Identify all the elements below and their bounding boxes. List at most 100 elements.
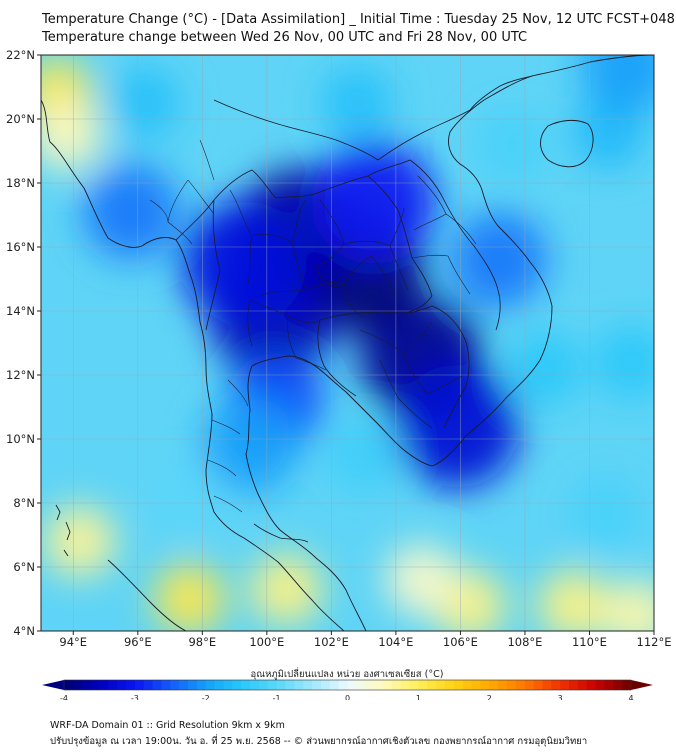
colorbar-segment xyxy=(294,680,304,690)
colorbar-segment xyxy=(196,680,207,690)
colorbar-segment xyxy=(506,680,517,690)
lat-tick-label: 6°N xyxy=(13,560,35,574)
lat-tick-label: 14°N xyxy=(6,304,35,318)
map-subtitle: Temperature change between Wed 26 Nov, 0… xyxy=(42,30,528,45)
colorbar-tick-label: 3 xyxy=(558,694,563,700)
colorbar-segment xyxy=(409,680,419,690)
footer-credit: ปรับปรุงข้อมูล ณ เวลา 19:00น. วัน อ. ที่… xyxy=(50,736,588,747)
lon-tick-label: 98°E xyxy=(188,635,216,649)
colorbar-tick-label: 4 xyxy=(628,694,633,700)
field-region-13 xyxy=(580,55,654,113)
colorbar-segment xyxy=(214,680,224,690)
colorbar-segment xyxy=(143,680,153,690)
colorbar-segment xyxy=(258,680,269,690)
colorbar-segment xyxy=(604,680,614,690)
field-region-11 xyxy=(451,211,548,308)
colorbar-segment xyxy=(382,680,393,690)
lon-tick-label: 106°E xyxy=(443,635,478,649)
colorbar-segment xyxy=(418,680,428,690)
colorbar-segment xyxy=(64,680,74,690)
field-region-23 xyxy=(41,99,103,171)
colorbar-tick-label: -2 xyxy=(202,694,210,700)
colorbar: -4 -3 -2 -1 0 1 2 3 4 xyxy=(42,679,653,700)
plot-frame xyxy=(40,54,655,632)
colorbar-segment xyxy=(81,680,91,690)
lat-tick-label: 16°N xyxy=(6,240,35,254)
colorbar-segment xyxy=(551,680,561,690)
colorbar-segment xyxy=(462,680,472,690)
colorbar-frame xyxy=(63,679,632,691)
map-title: Temperature Change (°C) - [Data Assimila… xyxy=(42,12,675,27)
colorbar-segment xyxy=(480,680,490,690)
field-region-10 xyxy=(83,163,180,260)
sumatra-coastline xyxy=(107,559,187,631)
field-region-16 xyxy=(595,326,654,399)
colorbar-segment xyxy=(427,680,437,690)
field-region-26 xyxy=(250,553,323,626)
field-region-4 xyxy=(395,364,520,489)
colorbar-tick-label: -3 xyxy=(131,694,139,700)
lon-tick-label: 108°E xyxy=(507,635,542,649)
border-cambodia xyxy=(317,305,470,429)
country-borders xyxy=(175,99,501,543)
field-region-17 xyxy=(327,419,400,491)
colorbar-segment xyxy=(338,680,348,690)
field-region-18 xyxy=(321,67,394,139)
colorbar-segment xyxy=(108,680,118,690)
field-region-21 xyxy=(569,476,642,549)
colorbar-segment xyxy=(560,680,570,690)
coastlines-and-borders xyxy=(41,55,654,631)
colorbar-segment xyxy=(391,680,402,690)
lon-tick-label: 104°E xyxy=(378,635,413,649)
province-lines-laos xyxy=(411,175,477,295)
colorbar-segment xyxy=(223,680,233,690)
colorbar-segment xyxy=(533,680,543,690)
mainland-coastline xyxy=(41,55,654,631)
province-boundaries xyxy=(149,139,477,513)
colorbar-segment xyxy=(436,680,446,690)
colorbar-segment xyxy=(188,680,198,690)
colorbar-segment xyxy=(524,680,534,690)
colorbar-segment xyxy=(179,680,189,690)
colorbar-segment xyxy=(329,680,340,690)
colorbar-tick-label: 1 xyxy=(416,694,421,700)
lat-tick-label: 10°N xyxy=(6,432,35,446)
field-region-24 xyxy=(43,505,116,578)
field-region-25 xyxy=(153,563,226,631)
colorbar-segment xyxy=(444,680,455,690)
colorbar-segment xyxy=(276,680,286,690)
field-region-14 xyxy=(108,67,181,139)
colorbar-segment xyxy=(613,680,623,690)
field-region-30 xyxy=(601,579,654,631)
colorbar-segment xyxy=(90,680,100,690)
colorbar-segment xyxy=(471,680,481,690)
colorbar-segment xyxy=(577,680,588,690)
colorbar-segment xyxy=(232,680,242,690)
lat-tick-label: 8°N xyxy=(13,496,35,510)
province-lines-myanmar xyxy=(149,139,215,245)
colorbar-segment xyxy=(622,680,632,690)
colorbar-segment xyxy=(126,680,136,690)
field-region-19 xyxy=(476,108,549,181)
colorbar-segment xyxy=(241,680,251,690)
province-lines-north xyxy=(229,189,373,319)
footer-model-info: WRF-DA Domain 01 :: Grid Resolution 9km … xyxy=(50,720,285,731)
field-region-6 xyxy=(182,201,307,325)
colorbar-segment xyxy=(595,680,605,690)
field-region-12 xyxy=(572,95,645,168)
field-region-29 xyxy=(537,569,610,631)
lon-tick-label: 110°E xyxy=(572,635,607,649)
colorbar-segment xyxy=(170,680,180,690)
lat-tick-label: 18°N xyxy=(6,176,35,190)
plot-area xyxy=(41,55,654,631)
lat-tick-label: 4°N xyxy=(13,624,35,638)
field-region-15 xyxy=(508,332,581,405)
colorbar-segment xyxy=(498,680,508,690)
colorbar-segment xyxy=(515,680,526,690)
lat-tick-label: 12°N xyxy=(6,368,35,382)
border-thailand-laos xyxy=(275,175,433,313)
border-china-south xyxy=(213,99,471,161)
colorbar-segment xyxy=(586,680,596,690)
colorbar-segment xyxy=(303,680,313,690)
tonkin-coastline xyxy=(469,75,533,111)
